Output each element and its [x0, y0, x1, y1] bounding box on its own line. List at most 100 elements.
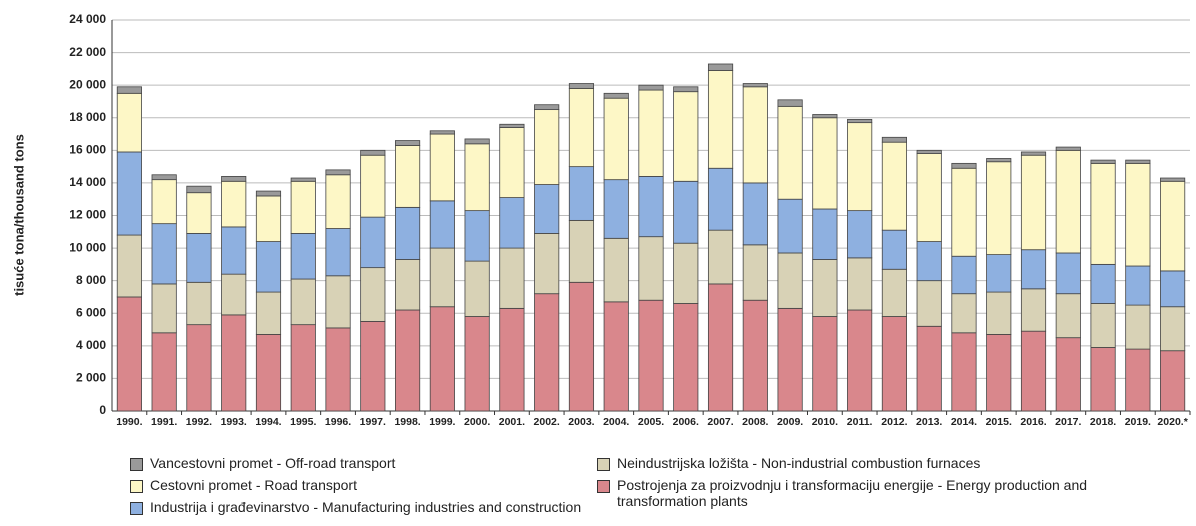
bar-segment	[1020, 330, 1047, 412]
y-tick-label: 14 000	[69, 175, 106, 189]
bar-segment	[812, 208, 838, 260]
bar-segment	[847, 118, 873, 124]
bar-segment	[847, 210, 873, 259]
bar-segment	[429, 200, 455, 249]
bar-segment	[986, 254, 1012, 293]
bar-segment	[290, 324, 316, 412]
x-tick-label: 2006.	[673, 416, 699, 428]
bar-segment	[151, 174, 177, 181]
legend-swatch	[597, 480, 610, 493]
bar-segment	[116, 151, 142, 236]
bar-segment	[1090, 159, 1116, 164]
legend-item: Neindustrijska ložišta - Non-industrial …	[597, 455, 980, 471]
bar-segment	[568, 83, 595, 89]
bar-segment	[499, 197, 525, 249]
x-tick-label: 2016.	[1020, 416, 1046, 428]
bar-segment	[534, 293, 560, 412]
bar-segment	[847, 257, 873, 311]
bar-segment	[464, 210, 490, 262]
bar-segment	[916, 149, 942, 154]
bar-segment	[116, 234, 142, 298]
x-tick-label: 2001.	[499, 416, 525, 428]
bar-segment	[1055, 149, 1081, 254]
bar-segment	[881, 136, 907, 143]
bar-segment	[255, 241, 282, 293]
bar-segment	[881, 141, 907, 231]
bar-segment	[499, 123, 525, 128]
y-tick-label: 10 000	[69, 240, 106, 254]
x-tick-label: 2011.	[847, 416, 873, 428]
bar-segment	[812, 114, 838, 119]
bar-segment	[360, 320, 386, 412]
y-tick-label: 20 000	[69, 77, 106, 91]
legend-label: Industrija i građevinarstvo - Manufactur…	[150, 499, 582, 515]
bar-segment	[812, 117, 838, 210]
x-tick-label: 2020.*	[1157, 416, 1188, 428]
bar-segment	[255, 291, 282, 335]
x-tick-label: 2013.	[916, 416, 942, 428]
bar-segment	[221, 314, 247, 412]
bar-segment	[116, 296, 142, 412]
bar-segment	[951, 332, 977, 412]
bar-segment	[395, 145, 421, 208]
bar-segment	[1020, 154, 1047, 251]
bar-segment	[638, 89, 664, 177]
x-tick-label: 1990.	[116, 416, 142, 428]
y-axis-label: tisuće tona/thousand tons	[11, 134, 26, 296]
bar-segment	[360, 267, 386, 322]
legend-swatch	[597, 458, 610, 471]
bar-segment	[603, 92, 629, 99]
x-tick-label: 2017.	[1055, 416, 1081, 428]
bar-segment	[395, 259, 421, 311]
x-tick-label: 2009.	[777, 416, 803, 428]
bar-segment	[151, 283, 177, 334]
bar-segment	[568, 219, 595, 283]
bar-segment	[568, 88, 595, 168]
bar-segment	[499, 307, 525, 412]
bar-segment	[1055, 337, 1081, 412]
bar-segment	[116, 86, 142, 94]
bar-segment	[881, 268, 907, 317]
bar-segment	[916, 241, 942, 282]
bar-segment	[638, 236, 664, 301]
bar-segment	[603, 97, 629, 181]
legend-item: Cestovni promet - Road transport	[130, 477, 357, 493]
bar-segment	[916, 153, 942, 242]
bar-segment	[673, 242, 699, 304]
bar-segment	[1020, 249, 1047, 290]
legend-label: Vancestovni promet - Off-road transport	[150, 455, 396, 471]
x-tick-label: 2000.	[464, 416, 490, 428]
bar-segment	[673, 86, 699, 93]
bar-segment	[847, 309, 873, 412]
bar-segment	[742, 244, 768, 301]
bar-segment	[116, 92, 142, 153]
bar-segment	[951, 167, 977, 257]
bar-segment	[568, 281, 595, 412]
bar-segment	[638, 299, 664, 412]
bar-segment	[742, 83, 768, 88]
bar-segment	[1055, 293, 1081, 339]
bar-segment	[916, 325, 942, 412]
bar-segment	[186, 233, 212, 283]
bar-segment	[151, 223, 177, 285]
bar-segment	[916, 280, 942, 327]
y-tick-label: 2 000	[76, 371, 106, 385]
bar-segment	[707, 70, 734, 169]
bar-segment	[290, 233, 316, 280]
bar-segment	[464, 260, 490, 317]
x-tick-label: 2014.	[951, 416, 977, 428]
bar-segment	[1160, 270, 1186, 308]
bar-segment	[464, 138, 490, 145]
bar-segment	[707, 229, 734, 285]
bar-segment	[986, 161, 1012, 256]
bar-segment	[221, 180, 247, 228]
bar-segment	[1090, 347, 1116, 412]
bar-segment	[429, 247, 455, 308]
x-tick-label: 2010.	[812, 416, 838, 428]
bar-segment	[707, 63, 734, 71]
x-tick-label: 1992.	[186, 416, 212, 428]
bar-segment	[499, 127, 525, 198]
bar-segment	[1160, 177, 1186, 182]
bar-segment	[986, 158, 1012, 163]
